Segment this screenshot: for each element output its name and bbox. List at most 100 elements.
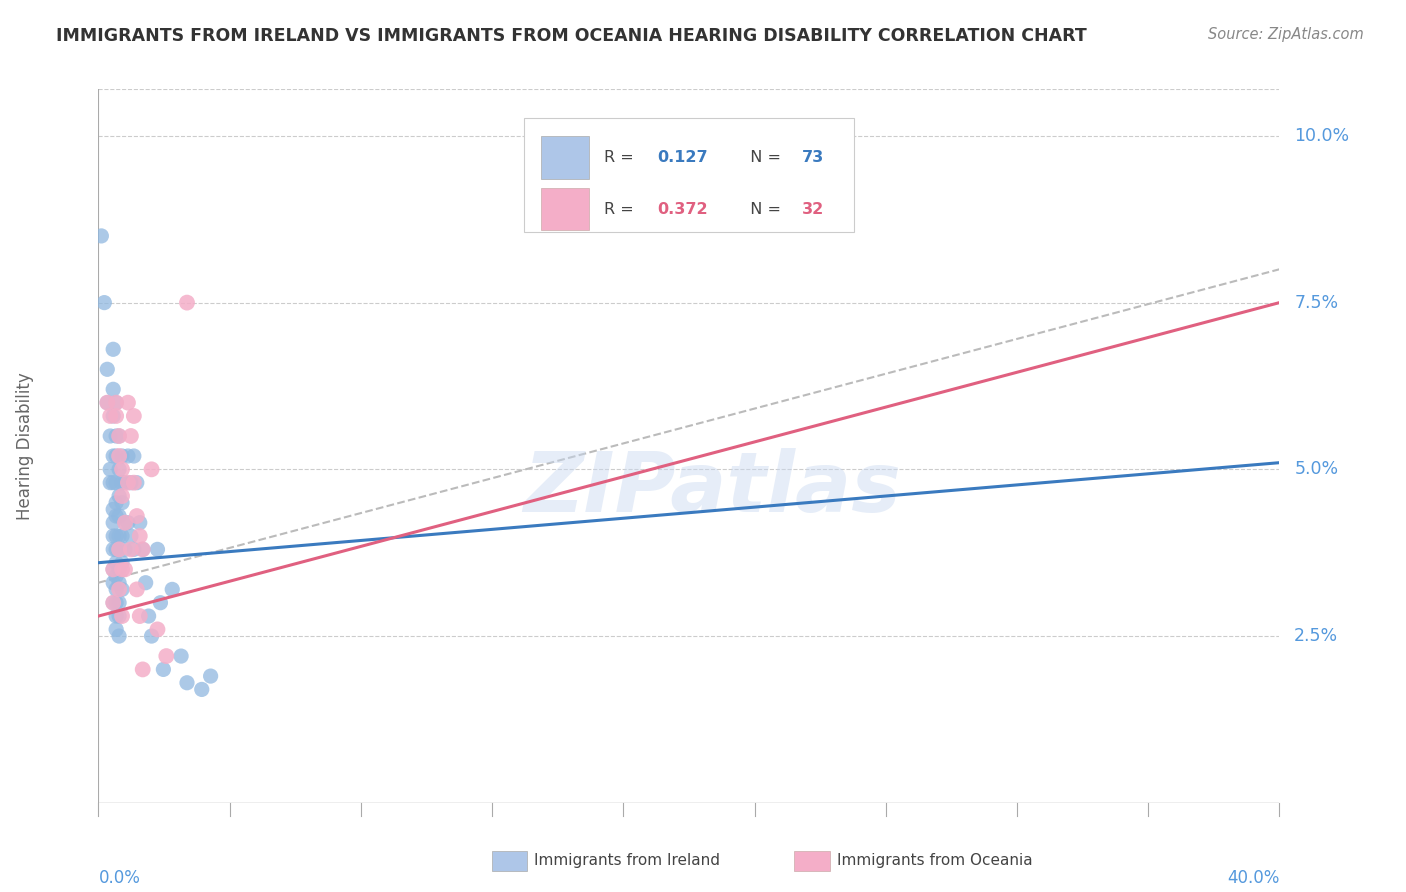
Point xyxy=(105,475,128,490)
Point xyxy=(103,529,125,543)
Point xyxy=(96,395,118,409)
Point xyxy=(105,509,128,524)
Point xyxy=(108,509,131,524)
Text: Source: ZipAtlas.com: Source: ZipAtlas.com xyxy=(1208,27,1364,42)
Point xyxy=(114,562,136,576)
Point xyxy=(125,582,148,597)
Text: ZIPatlas: ZIPatlas xyxy=(523,449,901,529)
Point xyxy=(114,475,136,490)
Text: Immigrants from Oceania: Immigrants from Oceania xyxy=(837,854,1032,868)
Point xyxy=(98,475,121,490)
Text: R =: R = xyxy=(605,202,638,217)
Point xyxy=(114,516,136,530)
Point xyxy=(120,542,142,557)
Point xyxy=(122,542,145,557)
Point xyxy=(111,562,134,576)
Point xyxy=(105,582,128,597)
Point xyxy=(141,629,163,643)
Point xyxy=(105,609,128,624)
Point xyxy=(122,475,145,490)
Text: 7.5%: 7.5% xyxy=(1294,293,1339,311)
Point xyxy=(93,295,115,310)
Point xyxy=(117,449,139,463)
Point xyxy=(103,409,125,423)
Text: 0.0%: 0.0% xyxy=(98,870,141,888)
Point xyxy=(103,449,125,463)
Text: R =: R = xyxy=(605,150,638,165)
Text: N =: N = xyxy=(740,150,786,165)
Text: 10.0%: 10.0% xyxy=(1294,127,1350,145)
Point xyxy=(98,409,121,423)
Point xyxy=(132,542,155,557)
Point xyxy=(111,475,134,490)
Text: Hearing Disability: Hearing Disability xyxy=(15,372,34,520)
Point xyxy=(108,609,131,624)
Point xyxy=(155,649,177,664)
Point xyxy=(108,489,131,503)
Point xyxy=(191,682,214,697)
Point xyxy=(103,475,125,490)
Point xyxy=(103,562,125,576)
Point xyxy=(117,516,139,530)
Point xyxy=(146,542,169,557)
Point xyxy=(111,582,134,597)
Point xyxy=(96,362,118,376)
FancyBboxPatch shape xyxy=(523,118,855,232)
Text: 40.0%: 40.0% xyxy=(1227,870,1279,888)
Point xyxy=(138,609,160,624)
Point xyxy=(125,475,148,490)
Point xyxy=(105,395,128,409)
Point xyxy=(96,395,118,409)
Text: 0.127: 0.127 xyxy=(657,150,707,165)
Point xyxy=(108,562,131,576)
Point xyxy=(103,516,125,530)
Point xyxy=(108,575,131,590)
Point xyxy=(170,649,193,664)
Point xyxy=(105,542,128,557)
Point xyxy=(105,395,128,409)
FancyBboxPatch shape xyxy=(541,187,589,230)
Point xyxy=(105,429,128,443)
Point xyxy=(122,409,145,423)
FancyBboxPatch shape xyxy=(541,136,589,179)
Point xyxy=(128,529,150,543)
Point xyxy=(128,516,150,530)
Point xyxy=(111,489,134,503)
Point xyxy=(176,295,198,310)
Text: IMMIGRANTS FROM IRELAND VS IMMIGRANTS FROM OCEANIA HEARING DISABILITY CORRELATIO: IMMIGRANTS FROM IRELAND VS IMMIGRANTS FR… xyxy=(56,27,1087,45)
Point xyxy=(103,562,125,576)
Text: 5.0%: 5.0% xyxy=(1294,460,1339,478)
Point xyxy=(98,429,121,443)
Point xyxy=(120,429,142,443)
Point xyxy=(120,529,142,543)
Point xyxy=(105,569,128,583)
Point xyxy=(108,429,131,443)
Point xyxy=(108,462,131,476)
Point xyxy=(117,475,139,490)
Text: 73: 73 xyxy=(803,150,824,165)
Point xyxy=(200,669,222,683)
Text: Immigrants from Ireland: Immigrants from Ireland xyxy=(534,854,720,868)
Point xyxy=(135,575,157,590)
Text: 32: 32 xyxy=(803,202,824,217)
Point xyxy=(108,542,131,557)
Point xyxy=(149,596,172,610)
Point xyxy=(128,609,150,624)
Point xyxy=(103,502,125,516)
Point xyxy=(103,542,125,557)
Point xyxy=(114,516,136,530)
Point xyxy=(108,449,131,463)
Text: 0.372: 0.372 xyxy=(657,202,707,217)
Point xyxy=(120,475,142,490)
Point xyxy=(111,556,134,570)
Point xyxy=(111,529,134,543)
Point xyxy=(98,462,121,476)
Point xyxy=(103,343,125,357)
Point xyxy=(108,429,131,443)
Point xyxy=(105,623,128,637)
Point xyxy=(108,629,131,643)
Point xyxy=(111,462,134,476)
Point xyxy=(111,449,134,463)
Point xyxy=(132,662,155,676)
Point xyxy=(90,228,112,243)
